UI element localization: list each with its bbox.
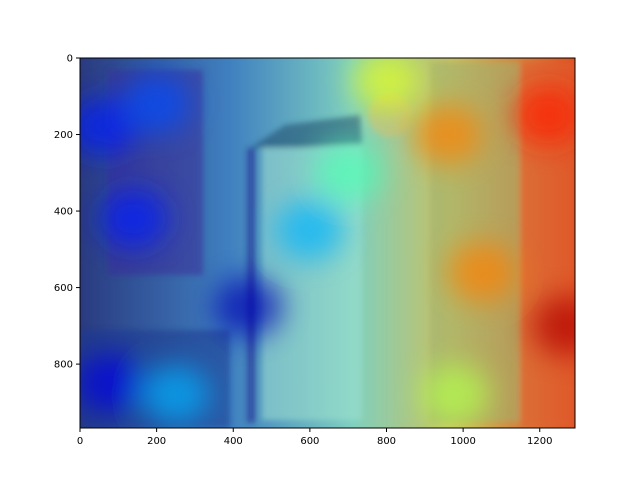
y-tick-label: 200 [54,130,73,141]
x-tick-label: 200 [147,436,166,447]
y-tick-label: 0 [67,54,73,65]
heat-hotspot [448,242,517,303]
x-tick-label: 1200 [527,436,552,447]
x-tick-label: 0 [77,436,83,447]
heat-hotspots [80,58,575,425]
heat-hotspot [352,58,421,111]
heat-hotspot [413,104,482,165]
heat-hotspot [275,200,344,261]
heat-hotspot [99,188,168,249]
heat-hotspot [122,73,191,134]
heat-hotspot [80,353,145,414]
x-tick-label: 600 [300,436,319,447]
y-axis: 0 200 400 600 800 [54,54,80,371]
y-tick-label: 600 [54,283,73,294]
x-tick-label: 1000 [450,436,475,447]
heat-hotspot [214,276,283,337]
heat-hotspot [532,295,575,356]
heat-hotspot [513,85,575,146]
y-tick-label: 400 [54,207,73,218]
lamp-shade [250,115,362,148]
axes-frame [79,57,576,429]
x-axis: 0 200 400 600 800 1000 1200 [77,428,552,447]
x-tick-label: 400 [224,436,243,447]
y-tick-label: 800 [54,360,73,371]
heat-hotspot [421,364,490,425]
plot-area [80,58,575,428]
heat-hotspot [314,142,383,203]
heat-hotspot [141,364,210,425]
heat-hotspot [80,96,137,157]
x-tick-label: 800 [377,436,396,447]
